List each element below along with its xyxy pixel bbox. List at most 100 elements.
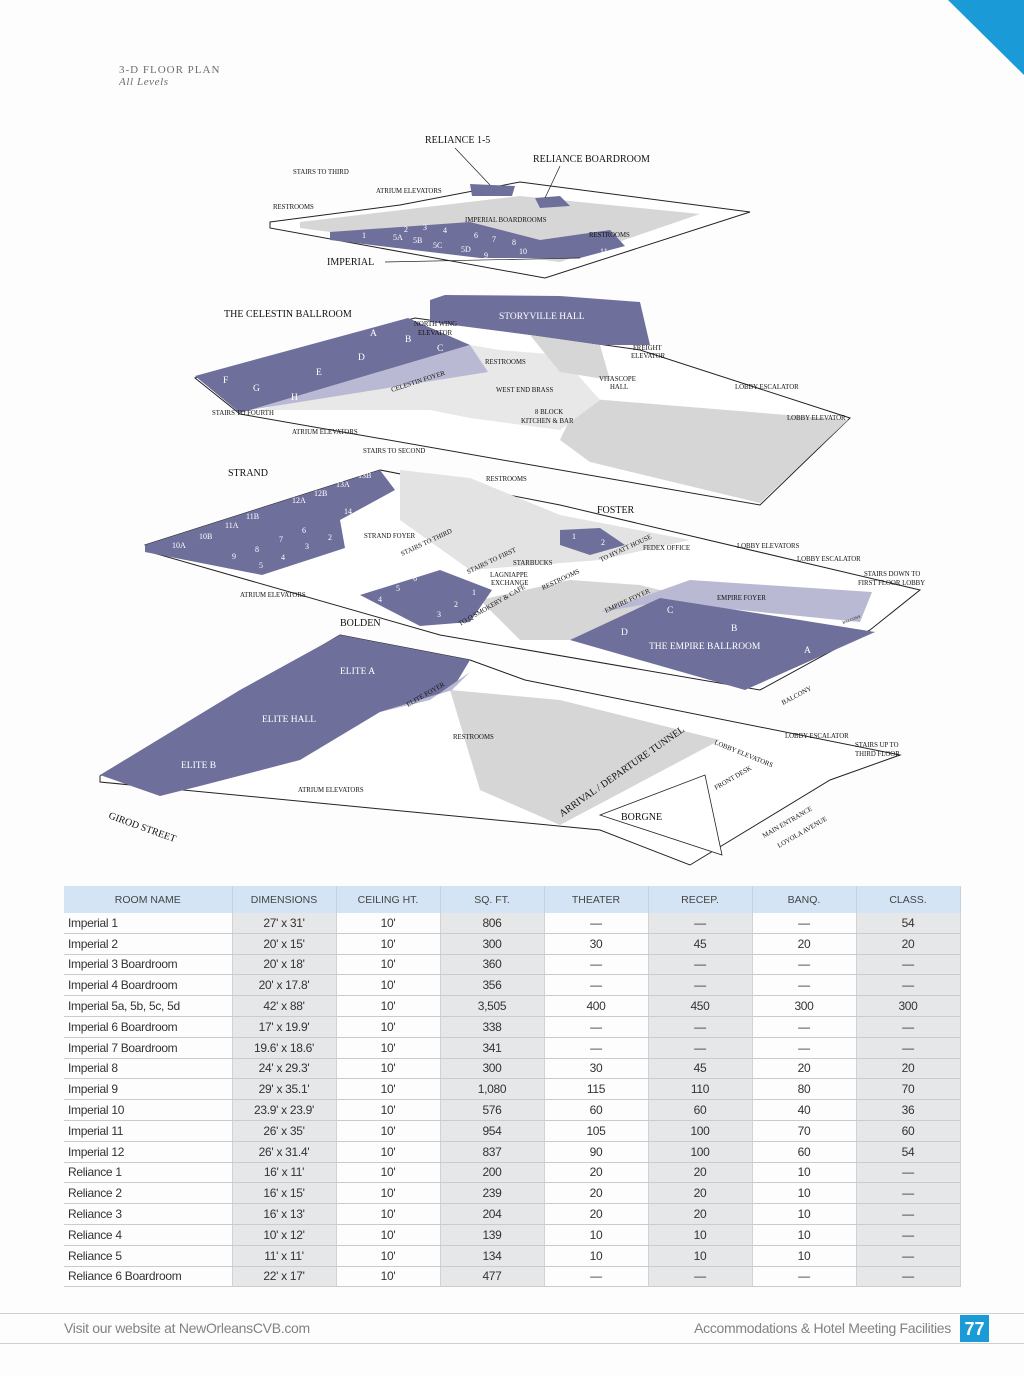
celestin-ballroom xyxy=(195,318,470,413)
table-cell: 20 xyxy=(752,933,857,955)
label-lagniappe: LAGNIAPPE xyxy=(490,572,528,579)
table-cell: 3,505 xyxy=(440,995,545,1017)
table-cell: 10' xyxy=(336,1245,441,1267)
label-stairs-third: STAIRS TO THIRD xyxy=(293,169,349,176)
room-name-cell: Imperial 7 Boardroom xyxy=(64,1037,233,1059)
room-name-cell: Imperial 3 Boardroom xyxy=(64,954,233,976)
table-cell: 70 xyxy=(856,1078,961,1101)
label-west-end-brass: WEST END BRASS xyxy=(496,387,553,394)
celestin-foyer xyxy=(250,345,488,410)
label-storyville-hall: STORYVILLE HALL xyxy=(499,312,585,322)
level-2: THE CELESTIN BALLROOM STORYVILLE HALL NO… xyxy=(193,295,851,506)
room-number: 5A xyxy=(393,233,403,242)
table-header-row: ROOM NAME DIMENSIONS CEILING HT. SQ. FT. THE… xyxy=(64,886,961,913)
table-cell: 10' xyxy=(336,1224,441,1246)
room-number: 1 xyxy=(362,231,366,240)
table-cell: 10 xyxy=(544,1245,649,1267)
table-row: Imperial 9 29' x 35.1' 10' 1,080 115 110 80 70 xyxy=(64,1078,961,1101)
table-cell: 10 xyxy=(752,1245,857,1267)
table-cell: 70 xyxy=(752,1120,857,1142)
room-number: 4 xyxy=(443,226,447,235)
room-number: 2 xyxy=(454,600,458,609)
table-cell: 20 xyxy=(752,1058,857,1080)
section-label: C xyxy=(667,606,673,616)
label-fedex: FEDEX OFFICE xyxy=(643,545,690,552)
table-cell: 16' x 15' xyxy=(232,1182,337,1205)
column-header: DIMENSIONS xyxy=(232,886,337,913)
section-label: D xyxy=(621,628,628,638)
label-stairs-fourth: STAIRS TO FOURTH xyxy=(212,410,274,417)
label-elite-a: ELITE A xyxy=(340,667,375,677)
room-number: 2 xyxy=(601,538,605,547)
label-restrooms: RESTROOMS xyxy=(453,734,494,741)
label-first-floor-lobby: FIRST FLOOR LOBBY xyxy=(858,580,925,587)
label-north-wing: NORTH WING xyxy=(414,321,457,328)
page-number: 77 xyxy=(960,1315,989,1342)
table-cell: — xyxy=(856,954,961,976)
label-lobby-elevator: LOBBY ELEVATOR xyxy=(787,415,846,422)
room-number: 13A xyxy=(336,480,350,489)
table-cell: 10' xyxy=(336,913,441,934)
table-cell: — xyxy=(752,974,857,997)
section-label: D xyxy=(358,353,365,363)
label-celestin-ballroom: THE CELESTIN BALLROOM xyxy=(224,309,352,320)
table-cell: 26' x 35' xyxy=(232,1120,337,1142)
table-cell: 10 xyxy=(752,1182,857,1205)
table-row: Imperial 4 Boardroom 20' x 17.8' 10' 356— — —… xyxy=(64,974,961,997)
room-number: 1 xyxy=(572,532,576,541)
label-balcony: BALCONY xyxy=(842,614,862,625)
footer-website: Visit our website at NewOrleansCVB.com xyxy=(64,1320,310,1336)
label-bolden: BOLDEN xyxy=(340,618,381,629)
label-vitascope-hall: HALL xyxy=(610,384,628,391)
table-cell: 20' x 15' xyxy=(232,933,337,955)
table-cell: 40 xyxy=(752,1099,857,1121)
table-cell: — xyxy=(544,1016,649,1038)
table-cell: — xyxy=(648,913,753,934)
room-name-cell: Reliance 5 xyxy=(64,1245,233,1267)
room-number: 5D xyxy=(461,245,471,254)
table-cell: — xyxy=(544,974,649,997)
column-header: SQ. FT. xyxy=(440,886,545,913)
table-cell: 29' x 35.1' xyxy=(232,1078,337,1101)
table-cell: 134 xyxy=(440,1245,545,1267)
room-name-cell: Imperial 9 xyxy=(64,1078,233,1101)
label-empire-ballroom: THE EMPIRE BALLROOM xyxy=(649,642,761,652)
reliance-rooms xyxy=(470,184,515,196)
table-cell: 10' x 12' xyxy=(232,1224,337,1246)
table-cell: — xyxy=(856,1182,961,1205)
bolden-rooms xyxy=(360,570,492,626)
table-cell: — xyxy=(752,1016,857,1038)
section-label: A xyxy=(370,329,377,339)
reliance-boardroom xyxy=(535,196,570,208)
table-cell: — xyxy=(544,1266,649,1288)
table-cell: 10 xyxy=(752,1162,857,1184)
table-cell: 450 xyxy=(648,995,753,1017)
table-cell: 10' xyxy=(336,1162,441,1184)
room-number: 3 xyxy=(423,223,427,232)
table-cell: 20' x 17.8' xyxy=(232,974,337,997)
table-cell: 20 xyxy=(856,933,961,955)
floor-plan: RELIANCE 1-5 RELIANCE BOARDROOM STAIRS T… xyxy=(99,135,925,866)
table-cell: 10 xyxy=(544,1224,649,1246)
section-label: G xyxy=(253,384,260,394)
footer-divider xyxy=(0,1313,1024,1314)
section-label: H xyxy=(291,393,298,403)
room-number: 1 xyxy=(472,588,476,597)
room-number: 14 xyxy=(344,507,352,516)
column-header: BANQ. xyxy=(752,886,857,913)
label-kitchen-bar: KITCHEN & BAR xyxy=(521,418,574,425)
room-number: 3 xyxy=(437,610,441,619)
room-number: 13B xyxy=(358,471,371,480)
label-stairs-up: STAIRS UP TO xyxy=(855,742,899,749)
label-lobby-escalator: LOBBY ESCALATOR xyxy=(735,384,799,391)
room-name-cell: Reliance 6 Boardroom xyxy=(64,1266,233,1288)
label-girod-street: GIROD STREET xyxy=(107,810,177,845)
room-number: 9 xyxy=(232,552,236,561)
room-capacity-table: ROOM NAME DIMENSIONS CEILING HT. SQ. FT. THE… xyxy=(64,886,961,1288)
table-cell: 17' x 19.9' xyxy=(232,1016,337,1038)
table-cell: — xyxy=(856,1203,961,1225)
label-stairs-down: STAIRS DOWN TO xyxy=(864,571,920,578)
table-cell: 54 xyxy=(856,913,961,934)
room-name-cell: Imperial 2 xyxy=(64,933,233,955)
label-freight-elevator: ELEVATOR xyxy=(631,353,666,360)
